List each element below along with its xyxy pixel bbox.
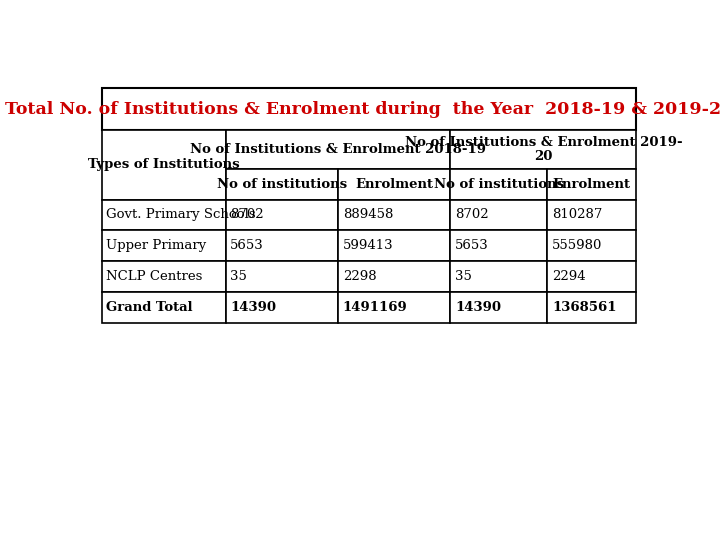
Text: Govt. Primary Schools: Govt. Primary Schools	[107, 208, 256, 221]
Bar	[225, 261, 338, 292]
Text: NCLP Centres: NCLP Centres	[107, 270, 202, 283]
Text: 1368561: 1368561	[552, 301, 616, 314]
Bar	[102, 292, 225, 323]
Text: No of institutions: No of institutions	[217, 178, 347, 191]
Text: Total No. of Institutions & Enrolment during  the Year  2018-19 & 2019-20: Total No. of Institutions & Enrolment du…	[5, 100, 720, 118]
Text: 1491169: 1491169	[343, 301, 408, 314]
Text: 810287: 810287	[552, 208, 602, 221]
Text: 599413: 599413	[343, 239, 393, 252]
Bar	[451, 231, 547, 261]
Bar	[451, 261, 547, 292]
Text: No of institutions: No of institutions	[433, 178, 564, 191]
Bar	[102, 88, 636, 130]
Text: No of Institutions & Enrolment 2018-19: No of Institutions & Enrolment 2018-19	[190, 143, 486, 156]
Bar	[547, 292, 636, 323]
Bar	[102, 200, 225, 231]
Bar	[225, 231, 338, 261]
Text: 555980: 555980	[552, 239, 602, 252]
Bar	[102, 231, 225, 261]
Bar	[451, 200, 547, 231]
Bar	[225, 292, 338, 323]
Bar	[547, 200, 636, 231]
Text: Upper Primary: Upper Primary	[107, 239, 207, 252]
Bar	[547, 231, 636, 261]
Bar	[338, 168, 451, 200]
Bar	[547, 168, 636, 200]
Bar	[451, 130, 636, 168]
Bar	[102, 261, 225, 292]
Text: 35: 35	[230, 270, 247, 283]
Text: Types of Institutions: Types of Institutions	[88, 158, 240, 171]
Bar	[225, 130, 451, 168]
Bar	[338, 261, 451, 292]
Text: Grand Total: Grand Total	[107, 301, 193, 314]
Bar	[338, 292, 451, 323]
Bar	[225, 168, 338, 200]
Text: 35: 35	[455, 270, 472, 283]
Text: Enrolment: Enrolment	[355, 178, 433, 191]
Text: 2294: 2294	[552, 270, 585, 283]
Bar	[451, 292, 547, 323]
Bar	[338, 200, 451, 231]
Text: 889458: 889458	[343, 208, 393, 221]
Bar	[338, 231, 451, 261]
Text: 5653: 5653	[455, 239, 489, 252]
Text: 5653: 5653	[230, 239, 264, 252]
Text: Enrolment: Enrolment	[553, 178, 631, 191]
Text: 2298: 2298	[343, 270, 377, 283]
Bar	[102, 130, 225, 200]
Text: 8702: 8702	[230, 208, 264, 221]
Text: 8702: 8702	[455, 208, 489, 221]
Bar	[225, 200, 338, 231]
Text: 14390: 14390	[230, 301, 276, 314]
Bar	[547, 261, 636, 292]
Text: 14390: 14390	[455, 301, 501, 314]
Text: No of Institutions & Enrolment 2019-
20: No of Institutions & Enrolment 2019- 20	[405, 136, 682, 164]
Bar	[451, 168, 547, 200]
